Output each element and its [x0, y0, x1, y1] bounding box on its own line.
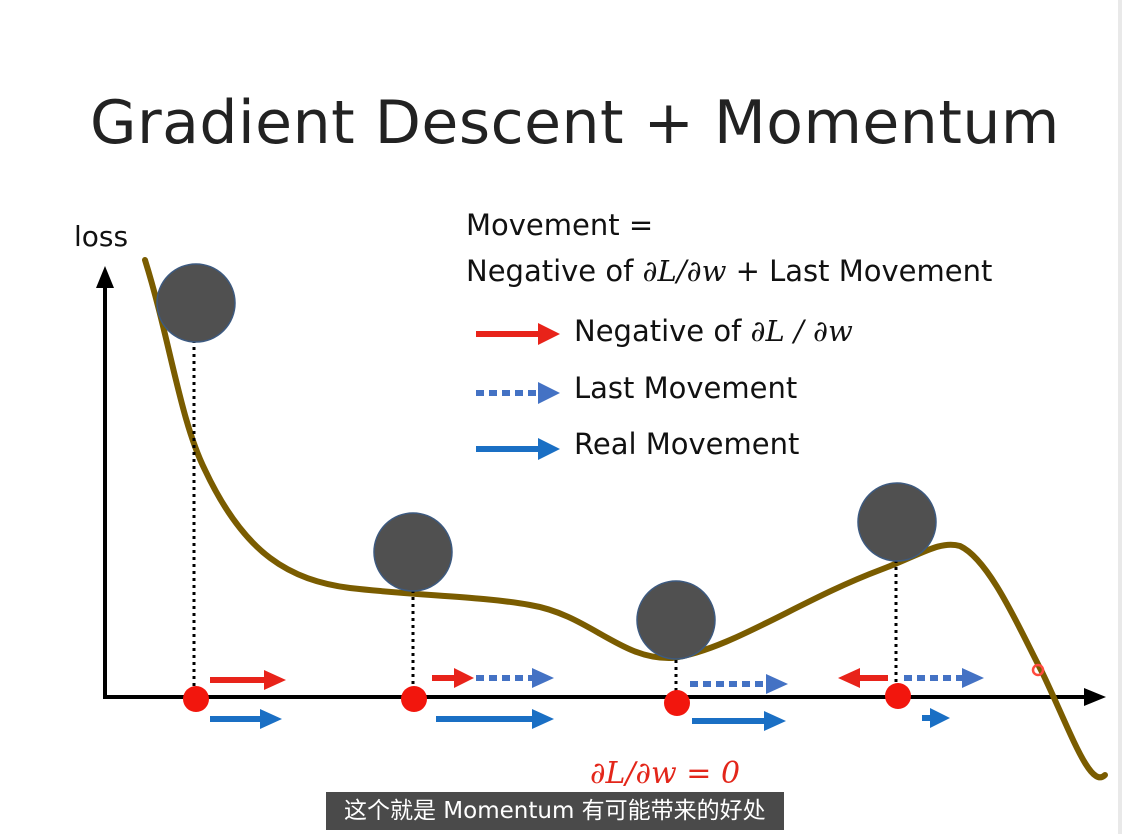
window-edge [1118, 0, 1122, 834]
step4-real-movement-arrow [922, 708, 950, 728]
video-subtitle: 这个就是 Momentum 有可能带来的好处 [326, 792, 784, 830]
ball-1 [156, 263, 236, 343]
legend-negative-prefix: Negative of [574, 314, 751, 348]
equation-prefix: Negative of [466, 254, 643, 288]
step3-real-movement-arrow [692, 711, 786, 731]
equation-line-1: Movement = [466, 208, 654, 242]
legend-last-movement-label: Last Movement [574, 371, 798, 405]
loss-curve [142, 257, 1108, 781]
legend-negative-gradient-label: Negative of ∂L / ∂w [574, 314, 853, 348]
axis-point-4 [885, 683, 911, 709]
ball-4 [857, 482, 937, 562]
slide-title: Gradient Descent + Momentum [90, 88, 1060, 158]
step3-last-movement-arrow [690, 674, 788, 694]
equation-suffix: + Last Movement [726, 254, 993, 288]
step4-last-movement-arrow [904, 668, 984, 688]
step2-gradient-arrow [432, 668, 474, 688]
legend-red-arrow [476, 323, 560, 345]
y-axis-label: loss [74, 220, 129, 253]
step1-real-movement-arrow [210, 709, 282, 729]
legend-real-movement-label: Real Movement [574, 427, 800, 461]
cursor-dot [1031, 663, 1045, 677]
legend-blue-dotted-arrow [476, 382, 560, 404]
step2-real-movement-arrow [436, 709, 554, 729]
equation-gradient: ∂L/∂w [642, 254, 727, 288]
equation-line-2: Negative of ∂L/∂w + Last Movement [466, 254, 992, 288]
step4-gradient-arrow [838, 668, 888, 688]
legend-blue-solid-arrow [476, 438, 560, 460]
axis-point-2 [401, 686, 427, 712]
legend-negative-math: ∂L / ∂w [750, 314, 853, 348]
ball-2 [373, 512, 453, 592]
zero-gradient-label: ∂L/∂w = 0 [590, 756, 741, 791]
step2-last-movement-arrow [476, 668, 554, 688]
ball-3 [636, 580, 716, 660]
y-axis-arrowhead [96, 266, 114, 288]
step1-gradient-arrow [210, 670, 286, 690]
axis-point-3 [664, 690, 690, 716]
axis-point-1 [183, 686, 209, 712]
x-axis-arrowhead [1084, 688, 1106, 706]
